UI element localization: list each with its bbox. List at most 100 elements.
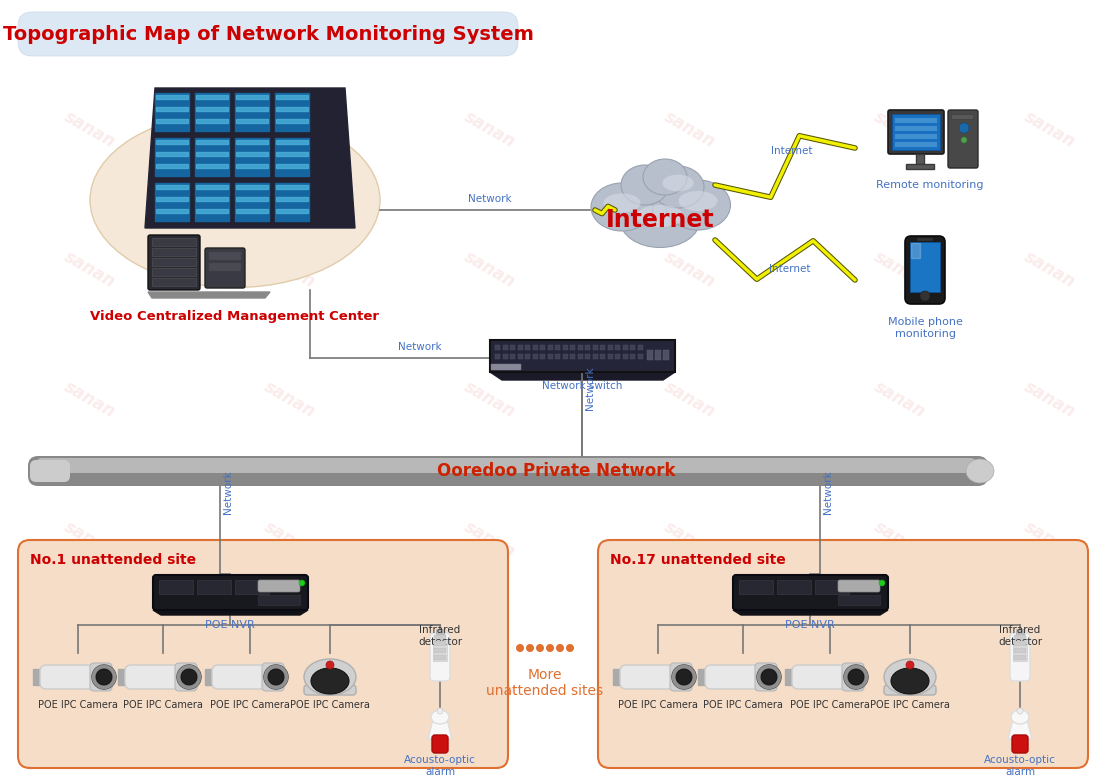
Bar: [540, 345, 544, 350]
FancyBboxPatch shape: [212, 665, 267, 689]
Bar: [525, 345, 530, 350]
Text: POE IPC Camera: POE IPC Camera: [39, 700, 118, 710]
Bar: [895, 126, 937, 131]
Ellipse shape: [891, 668, 930, 694]
Ellipse shape: [652, 166, 704, 208]
Circle shape: [676, 669, 692, 685]
Polygon shape: [196, 185, 228, 189]
Bar: [600, 354, 605, 359]
Polygon shape: [156, 164, 188, 168]
Text: sanan: sanan: [871, 108, 928, 152]
Text: sanan: sanan: [661, 378, 718, 422]
Polygon shape: [156, 140, 188, 144]
FancyBboxPatch shape: [888, 110, 944, 154]
Text: Infrared
detector: Infrared detector: [998, 626, 1042, 647]
Circle shape: [96, 669, 112, 685]
Bar: [777, 580, 811, 594]
Bar: [570, 354, 575, 359]
Text: sanan: sanan: [261, 248, 319, 292]
Text: Infrared
detector: Infrared detector: [418, 626, 462, 647]
Circle shape: [757, 665, 781, 689]
Circle shape: [526, 644, 534, 652]
Polygon shape: [275, 138, 309, 176]
Text: sanan: sanan: [871, 518, 928, 562]
FancyBboxPatch shape: [18, 12, 518, 56]
Bar: [895, 142, 937, 147]
Circle shape: [546, 644, 554, 652]
Bar: [663, 350, 669, 360]
Bar: [1014, 635, 1026, 640]
Text: Remote monitoring: Remote monitoring: [877, 180, 983, 190]
Bar: [600, 345, 605, 350]
Bar: [952, 114, 974, 119]
Polygon shape: [196, 209, 228, 213]
Text: sanan: sanan: [1021, 518, 1079, 562]
Ellipse shape: [304, 659, 356, 695]
Circle shape: [556, 644, 564, 652]
Text: POE IPC Camera: POE IPC Camera: [210, 700, 290, 710]
Ellipse shape: [884, 659, 936, 695]
Polygon shape: [33, 669, 40, 685]
Polygon shape: [276, 197, 308, 201]
FancyBboxPatch shape: [733, 575, 888, 610]
FancyBboxPatch shape: [620, 665, 675, 689]
Bar: [630, 354, 635, 359]
Text: sanan: sanan: [261, 108, 319, 152]
Polygon shape: [276, 152, 308, 156]
Bar: [235, 580, 270, 594]
Text: POE IPC Camera: POE IPC Camera: [123, 700, 202, 710]
Bar: [562, 345, 568, 350]
Bar: [585, 354, 590, 359]
Bar: [916, 154, 924, 164]
Bar: [910, 242, 940, 292]
FancyBboxPatch shape: [432, 735, 448, 753]
Circle shape: [92, 665, 116, 689]
Bar: [895, 134, 937, 139]
FancyBboxPatch shape: [175, 663, 197, 691]
Polygon shape: [275, 93, 309, 131]
Polygon shape: [236, 152, 268, 156]
FancyBboxPatch shape: [1010, 633, 1030, 681]
Text: sanan: sanan: [62, 378, 119, 422]
Ellipse shape: [90, 113, 379, 288]
Circle shape: [182, 669, 197, 685]
Polygon shape: [698, 669, 705, 685]
Ellipse shape: [666, 180, 730, 230]
Bar: [548, 345, 552, 350]
Circle shape: [844, 665, 868, 689]
Text: sanan: sanan: [661, 108, 718, 152]
Text: sanan: sanan: [261, 518, 319, 562]
FancyBboxPatch shape: [125, 665, 180, 689]
Circle shape: [761, 669, 777, 685]
FancyBboxPatch shape: [153, 575, 308, 610]
Ellipse shape: [644, 159, 688, 195]
Circle shape: [268, 669, 284, 685]
Polygon shape: [236, 164, 268, 168]
Text: sanan: sanan: [261, 378, 319, 422]
Bar: [490, 340, 675, 372]
Ellipse shape: [621, 165, 669, 205]
FancyBboxPatch shape: [30, 460, 70, 482]
Polygon shape: [1008, 715, 1032, 739]
Text: sanan: sanan: [261, 658, 319, 702]
Circle shape: [516, 644, 524, 652]
FancyBboxPatch shape: [430, 633, 450, 681]
Text: sanan: sanan: [461, 658, 519, 702]
FancyBboxPatch shape: [838, 580, 880, 592]
Text: sanan: sanan: [1021, 378, 1079, 422]
FancyBboxPatch shape: [905, 236, 945, 304]
FancyBboxPatch shape: [205, 248, 245, 288]
FancyBboxPatch shape: [28, 456, 988, 486]
Polygon shape: [156, 119, 188, 123]
Bar: [152, 248, 196, 256]
Polygon shape: [156, 197, 188, 201]
Ellipse shape: [591, 183, 653, 231]
Circle shape: [879, 580, 886, 586]
Polygon shape: [236, 95, 268, 99]
Bar: [433, 639, 447, 661]
Bar: [1016, 629, 1024, 635]
Bar: [209, 263, 241, 271]
FancyBboxPatch shape: [40, 665, 95, 689]
Polygon shape: [276, 209, 308, 213]
Bar: [160, 580, 192, 594]
